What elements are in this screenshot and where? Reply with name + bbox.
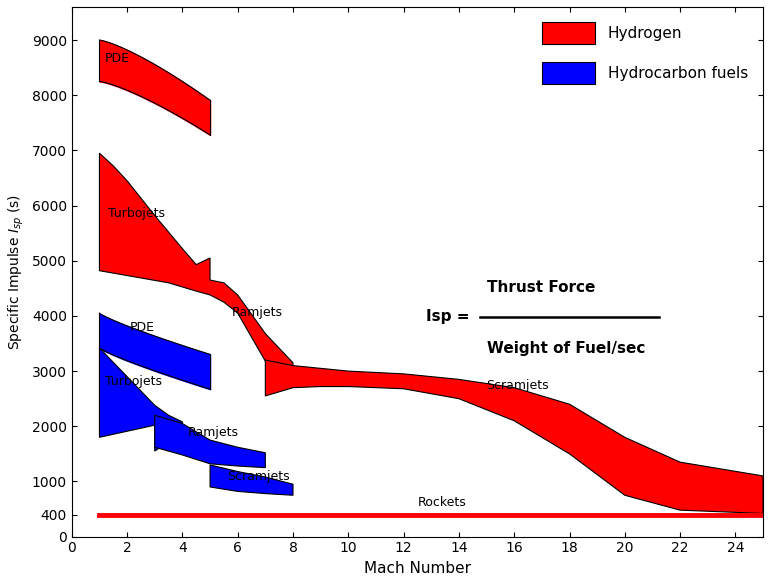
Text: Turbojets: Turbojets [105,375,162,388]
Text: Turbojets: Turbojets [108,206,165,220]
Text: Weight of Fuel/sec: Weight of Fuel/sec [487,341,645,356]
Legend: Hydrogen, Hydrocarbon fuels: Hydrogen, Hydrocarbon fuels [534,15,755,92]
Text: Isp =: Isp = [426,310,469,324]
Y-axis label: Specific Impulse $I_{sp}$ (s): Specific Impulse $I_{sp}$ (s) [7,194,26,350]
Text: Scramjets: Scramjets [226,470,290,483]
Polygon shape [266,360,763,514]
Polygon shape [155,415,266,468]
Text: PDE: PDE [130,321,155,334]
Text: PDE: PDE [105,52,130,65]
Polygon shape [99,153,293,374]
Text: Rockets: Rockets [417,496,466,510]
Text: Ramjets: Ramjets [233,306,283,319]
Polygon shape [210,465,293,495]
Polygon shape [99,348,182,451]
Text: Thrust Force: Thrust Force [487,280,595,295]
Text: Scramjets: Scramjets [487,379,549,392]
X-axis label: Mach Number: Mach Number [364,561,471,576]
Text: Ramjets: Ramjets [188,426,239,439]
